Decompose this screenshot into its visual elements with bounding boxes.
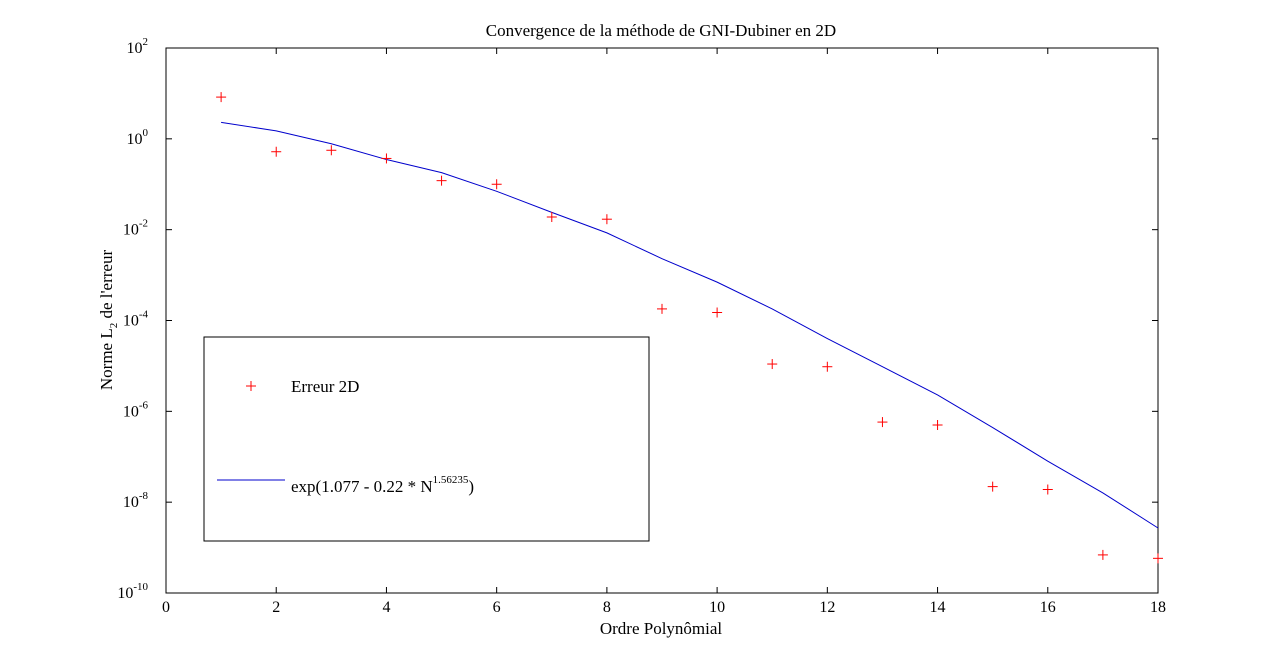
x-tick-label: 12 — [819, 599, 835, 616]
chart-title: Convergence de la méthode de GNI-Dubiner… — [486, 21, 836, 40]
y-tick-exponent: -4 — [139, 309, 149, 321]
x-tick-label: 2 — [272, 599, 280, 616]
x-tick-label: 8 — [603, 599, 611, 616]
y-tick-exponent: -2 — [139, 218, 148, 230]
data-point — [932, 420, 943, 431]
x-axis-label: Ordre Polynômial — [600, 619, 723, 638]
data-point — [1042, 484, 1053, 495]
y-tick-label: 10-6 — [123, 399, 149, 420]
data-point — [546, 212, 557, 223]
x-tick-label: 18 — [1150, 599, 1166, 616]
y-tick-label: 10-10 — [117, 581, 148, 602]
legend-box — [203, 336, 650, 542]
y-tick-label: 10-2 — [123, 218, 148, 239]
y-tick-exponent: -8 — [139, 490, 149, 502]
y-axis-label-subscript: 2 — [108, 323, 120, 329]
y-tick-label: 10-8 — [123, 490, 149, 511]
y-tick-base: 10 — [123, 494, 139, 511]
y-tick-base: 10 — [123, 313, 139, 330]
data-point — [326, 145, 337, 156]
data-point — [216, 92, 227, 103]
y-tick-base: 10 — [123, 403, 139, 420]
y-tick-base: 10 — [117, 585, 133, 602]
x-tick-label: 4 — [382, 599, 390, 616]
data-point — [381, 153, 392, 164]
data-point — [767, 359, 778, 370]
data-point — [601, 214, 612, 225]
y-axis-label-main: Norme L — [97, 328, 116, 390]
legend-label-fit: exp(1.077 - 0.22 * N1.56235) — [291, 474, 474, 496]
y-tick-base: 10 — [123, 222, 139, 239]
x-tick-label: 0 — [162, 599, 170, 616]
data-point — [491, 179, 502, 190]
data-point — [1097, 549, 1108, 560]
error-marker-series — [216, 92, 1163, 564]
y-tick-label: 100 — [127, 127, 149, 148]
x-tick-label: 16 — [1040, 599, 1056, 616]
y-tick-exponent: -10 — [133, 581, 148, 593]
data-point — [877, 417, 888, 428]
x-tick-label: 6 — [493, 599, 501, 616]
y-axis-label: Norme L2 de l'erreur — [97, 250, 120, 391]
legend-marker-swatch — [246, 381, 256, 391]
legend-fit-close: ) — [468, 477, 474, 496]
y-tick-label: 10-4 — [123, 309, 149, 330]
data-point — [822, 361, 833, 372]
data-point — [657, 303, 667, 314]
legend-label-erreur: Erreur 2D — [291, 377, 359, 396]
y-tick-exponent: 0 — [143, 127, 149, 139]
y-axis-label-rest: de l'erreur — [97, 250, 116, 323]
x-axis: 0 2 4 6 8 10 12 14 16 18 — [162, 48, 1166, 616]
fit-line — [221, 121, 1159, 529]
fit-line-series — [221, 121, 1159, 529]
legend-fit-exponent: 1.56235 — [433, 474, 469, 486]
y-tick-base: 10 — [127, 40, 143, 57]
data-point — [1153, 553, 1163, 564]
data-point — [436, 175, 447, 186]
y-tick-exponent: 2 — [143, 36, 149, 48]
data-point — [271, 146, 282, 157]
legend-fit-main: exp(1.077 - 0.22 * N — [291, 477, 433, 496]
y-tick-exponent: -6 — [139, 399, 149, 411]
x-tick-label: 10 — [709, 599, 725, 616]
data-point — [712, 307, 723, 318]
y-tick-base: 10 — [127, 131, 143, 148]
data-point — [987, 481, 998, 492]
legend: Erreur 2D exp(1.077 - 0.22 * N1.56235) — [203, 336, 650, 542]
x-tick-label: 14 — [930, 599, 946, 616]
y-tick-label: 102 — [127, 36, 149, 57]
